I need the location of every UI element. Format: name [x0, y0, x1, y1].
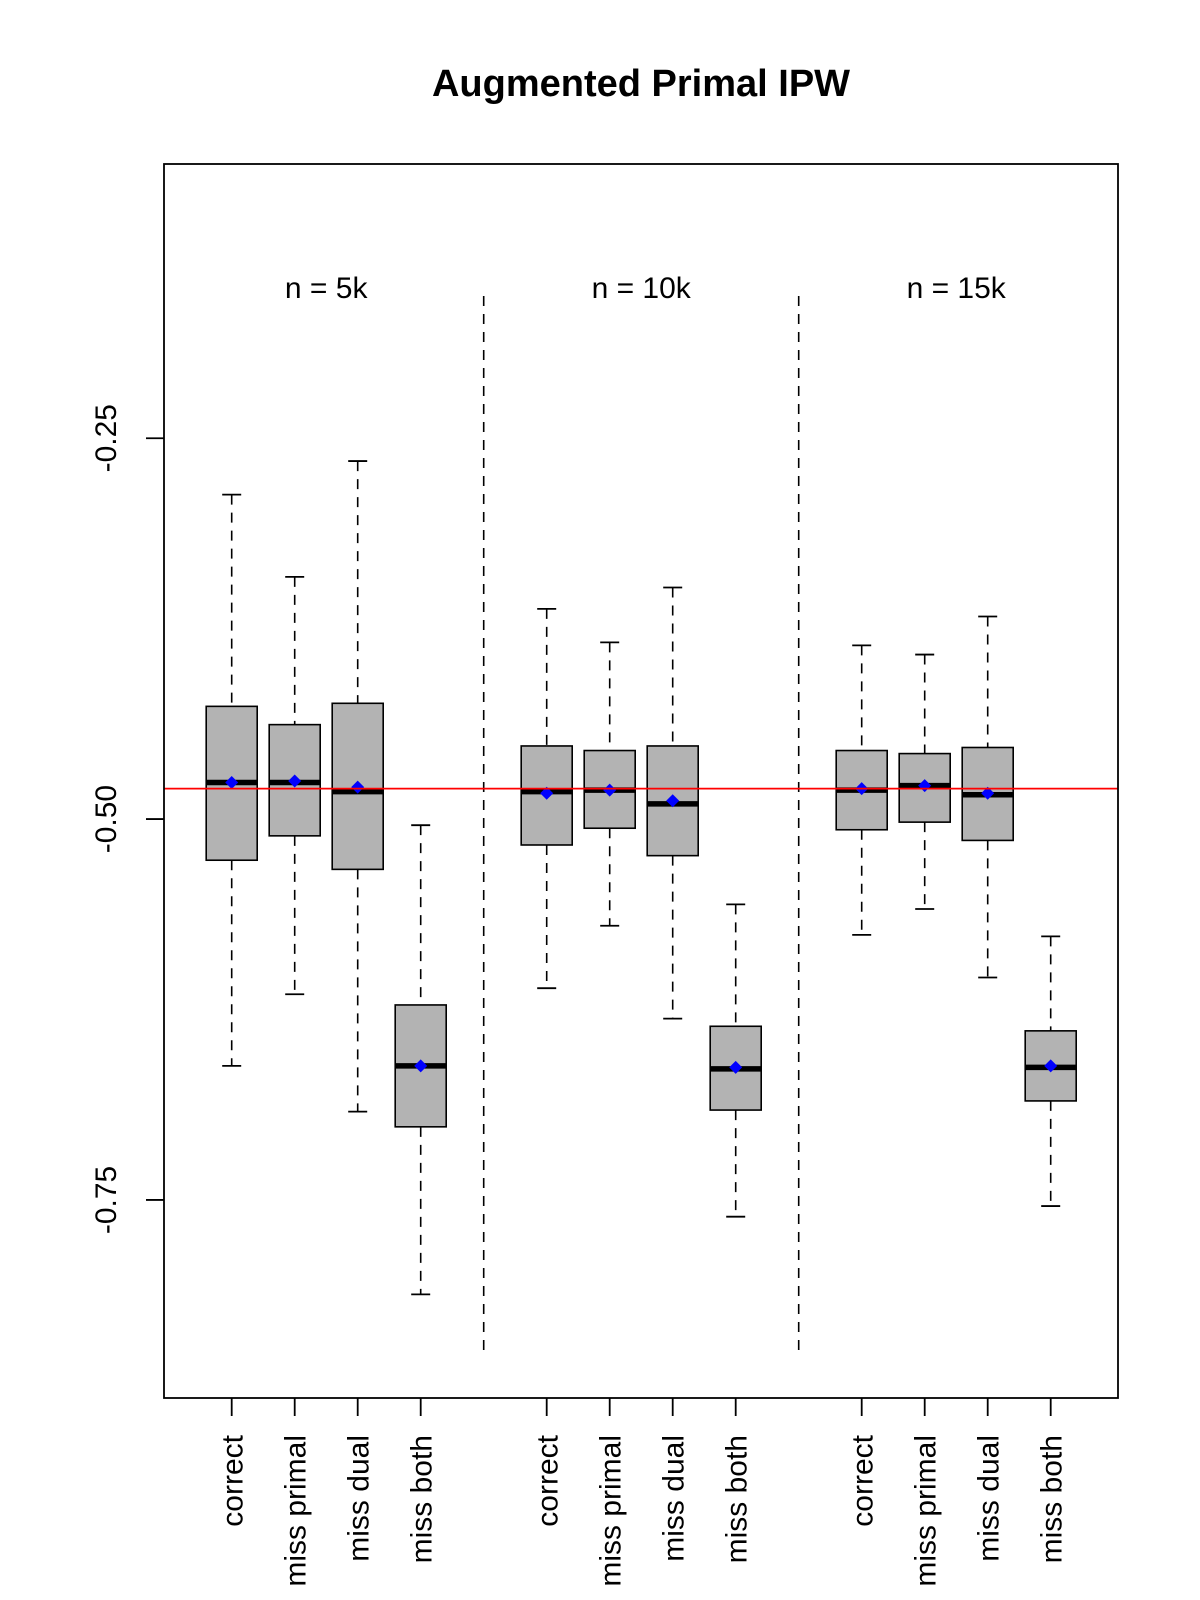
x-tick-label: miss primal — [280, 1435, 313, 1587]
box-correct — [835, 644, 889, 936]
mean-marker — [981, 786, 995, 800]
mean-marker — [351, 780, 365, 794]
x-tick-label: miss primal — [595, 1435, 628, 1587]
box-miss-primal — [583, 641, 637, 927]
box-miss-both — [709, 903, 763, 1218]
box-miss-both — [394, 824, 448, 1296]
plot-frame — [163, 163, 1119, 1399]
x-tick-label: miss both — [721, 1435, 754, 1563]
y-tick-label: -0.25 — [90, 404, 123, 472]
mean-marker — [225, 776, 239, 790]
x-tick-label: miss dual — [343, 1435, 376, 1562]
y-tick-label: -0.75 — [90, 1166, 123, 1234]
mean-marker — [414, 1059, 428, 1073]
mean-marker — [540, 786, 554, 800]
box-miss-dual — [961, 615, 1015, 979]
plot-area: -0.25 -0.50 -0.75 n = 5k correct miss primal m… — [90, 163, 1119, 1587]
mean-marker — [666, 794, 680, 808]
x-tick-label: miss dual — [973, 1435, 1006, 1562]
x-tick-label: correct — [217, 1434, 250, 1526]
box-miss-both — [1024, 935, 1077, 1207]
chart-title: Augmented Primal IPW — [432, 63, 850, 105]
box-correct — [205, 493, 258, 1067]
mean-marker — [288, 774, 302, 788]
x-tick-label: miss primal — [910, 1435, 943, 1587]
group-label: n = 15k — [907, 272, 1007, 305]
x-tick-label: miss both — [1036, 1435, 1069, 1563]
mean-marker — [1044, 1059, 1058, 1073]
box-miss-primal — [268, 575, 322, 996]
mean-marker — [729, 1060, 743, 1074]
group-label: n = 10k — [592, 272, 692, 305]
x-tick-label: miss dual — [658, 1435, 691, 1562]
box-miss-primal — [898, 653, 952, 910]
mean-marker — [603, 783, 617, 797]
group-label: n = 5k — [285, 272, 369, 305]
box-miss-dual — [646, 586, 700, 1020]
box-correct — [520, 607, 574, 990]
x-tick-label: miss both — [406, 1435, 439, 1563]
x-tick-label: correct — [847, 1434, 880, 1526]
x-tick-label: correct — [532, 1434, 565, 1526]
box-miss-dual — [331, 460, 385, 1113]
y-tick-label: -0.50 — [90, 785, 123, 853]
